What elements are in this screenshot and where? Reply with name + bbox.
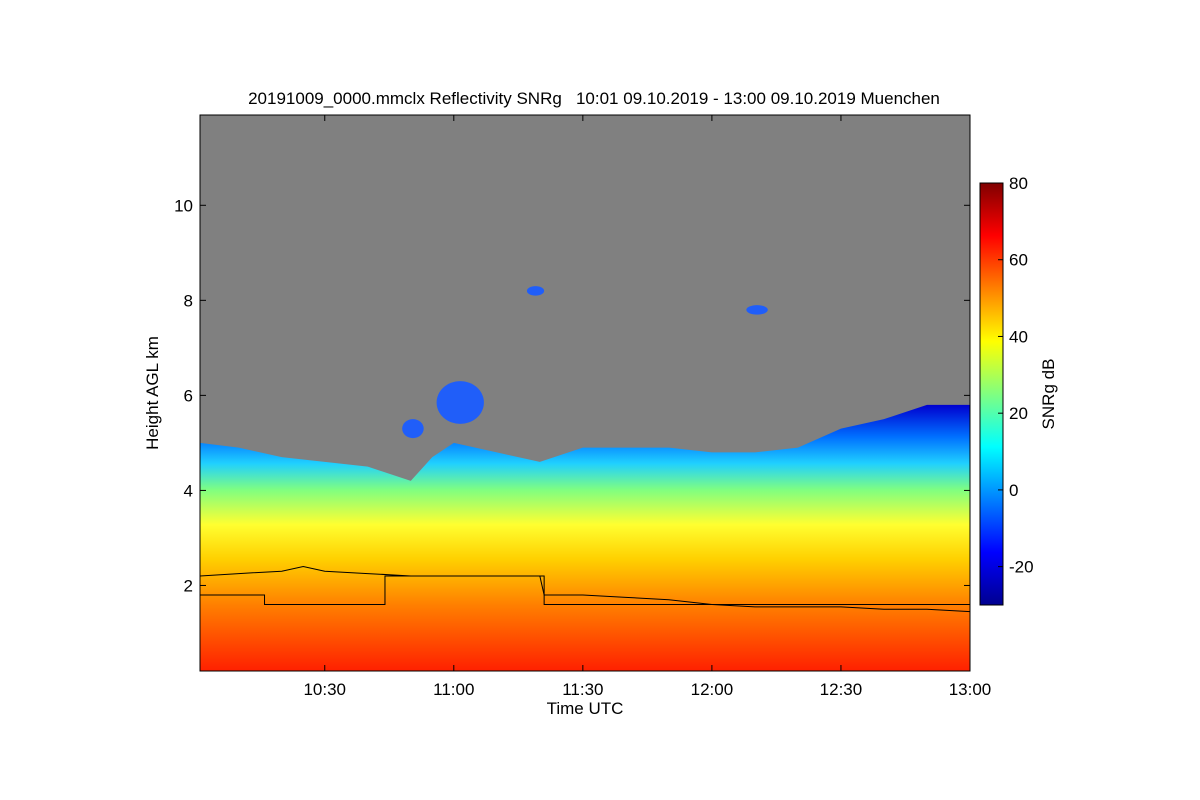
x-axis: 10:30 11:00 11:30 12:00 12:30 13:00	[303, 115, 991, 699]
x-tick-label: 12:30	[820, 680, 863, 699]
y-tick-label: 8	[184, 291, 193, 310]
y-tick-label: 6	[184, 386, 193, 405]
x-tick-label: 10:30	[303, 680, 346, 699]
cloud-patch	[746, 305, 768, 315]
boundary-lines	[200, 565, 970, 613]
y-tick-label: 2	[184, 576, 193, 595]
cloud-patch	[402, 419, 424, 439]
y-tick-label: 10	[174, 196, 193, 215]
colorbar-tick-label: 20	[1009, 404, 1028, 423]
chart-title: 20191009_0000.mmclx Reflectivity SNRg 10…	[248, 89, 940, 108]
cloud-patch	[436, 381, 484, 424]
plot-frame	[199, 114, 971, 672]
colorbar: -20 0 20 40 60 80 SNRg dB	[979, 174, 1058, 606]
x-tick-label: 11:30	[562, 680, 603, 699]
colorbar-tick-label: 60	[1009, 251, 1028, 270]
plot-area	[199, 114, 971, 672]
cloud-patch	[526, 286, 545, 296]
x-tick-label: 12:00	[691, 680, 734, 699]
colorbar-gradient	[979, 182, 1004, 606]
x-tick-label: 13:00	[949, 680, 992, 699]
x-tick-label: 11:00	[433, 680, 474, 699]
x-axis-label: Time UTC	[547, 699, 624, 718]
y-axis-label: Height AGL km	[143, 336, 162, 450]
colorbar-tick-label: 0	[1009, 481, 1018, 500]
colorbar-ticks: -20 0 20 40 60 80	[998, 174, 1034, 577]
colorbar-tick-label: -20	[1009, 558, 1034, 577]
colorbar-tick-label: 40	[1009, 327, 1028, 346]
colorbar-label: SNRg dB	[1039, 359, 1058, 430]
series-line-2	[200, 575, 970, 605]
y-axis: 2 4 6 8 10	[174, 196, 970, 595]
y-tick-label: 4	[184, 481, 193, 500]
colorbar-tick-label: 80	[1009, 174, 1028, 193]
